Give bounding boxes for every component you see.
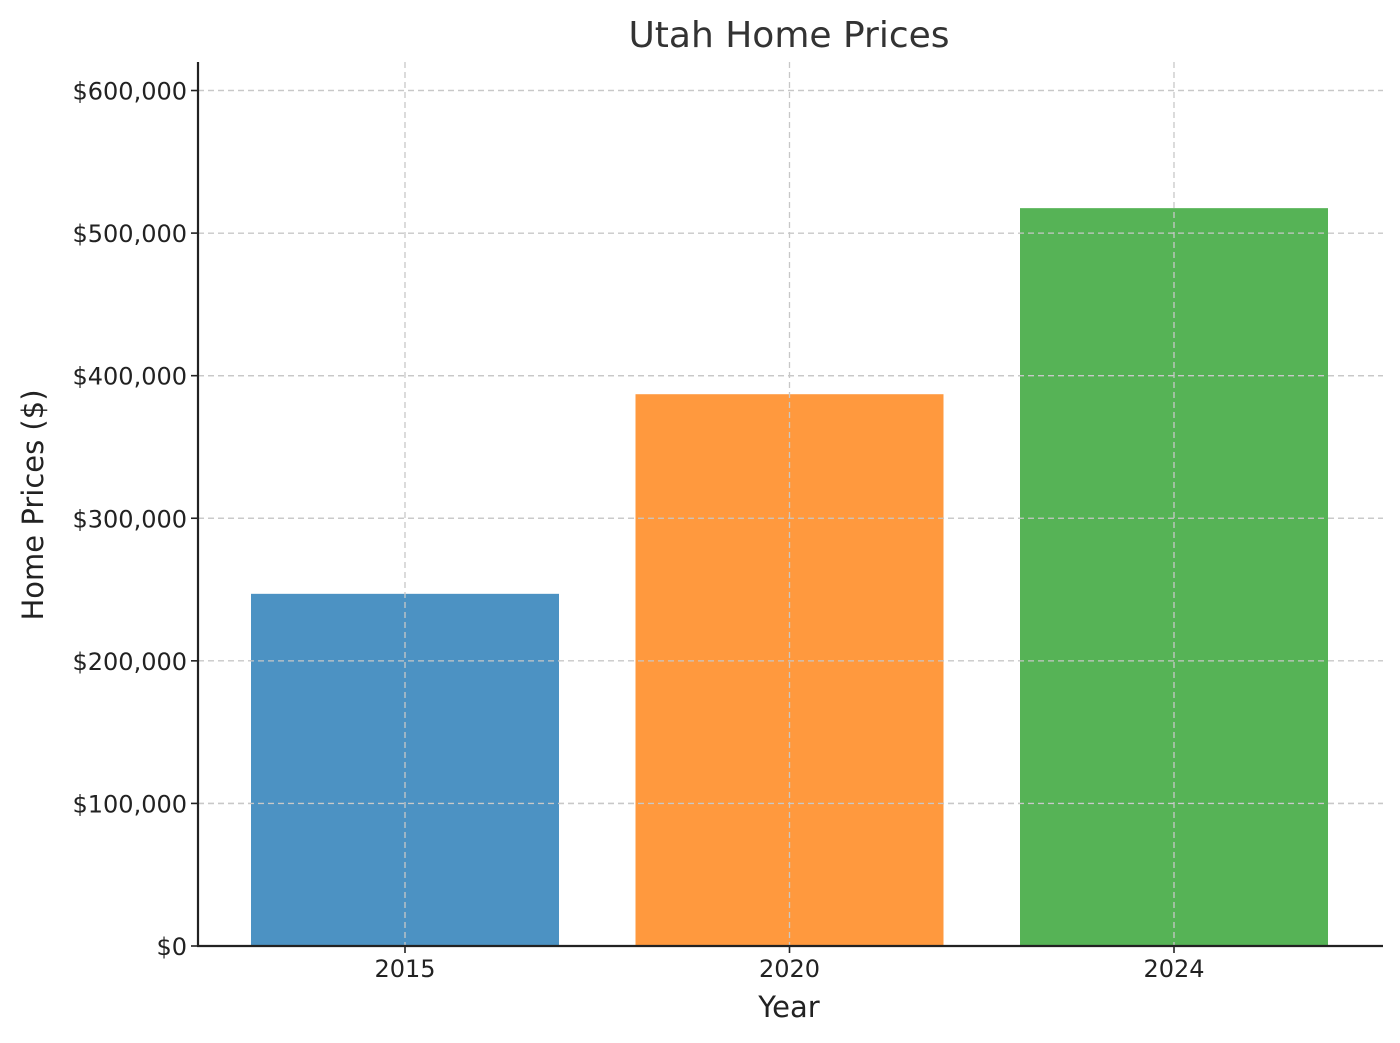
y-tick-label: $0 xyxy=(156,933,187,961)
y-tick-label: $500,000 xyxy=(72,220,187,248)
y-tick-label: $400,000 xyxy=(72,363,187,391)
x-tick-label: 2024 xyxy=(1143,955,1204,983)
y-axis-label: Home Prices ($) xyxy=(16,389,50,620)
x-tick-label: 2015 xyxy=(374,955,435,983)
x-tick-label: 2020 xyxy=(759,955,820,983)
overlay-grid-lines xyxy=(198,62,1383,946)
y-tick-label: $100,000 xyxy=(72,790,187,818)
x-axis-ticks: 2015 2020 2024 xyxy=(374,946,1205,983)
y-tick-label: $300,000 xyxy=(72,505,187,533)
x-axis-label: Year xyxy=(757,990,819,1024)
y-tick-label: $200,000 xyxy=(72,648,187,676)
y-tick-label: $600,000 xyxy=(72,78,187,106)
chart-title: Utah Home Prices xyxy=(628,15,949,56)
y-axis-ticks: $0 $100,000 $200,000 $300,000 $400,000 $500,0… xyxy=(72,78,198,961)
